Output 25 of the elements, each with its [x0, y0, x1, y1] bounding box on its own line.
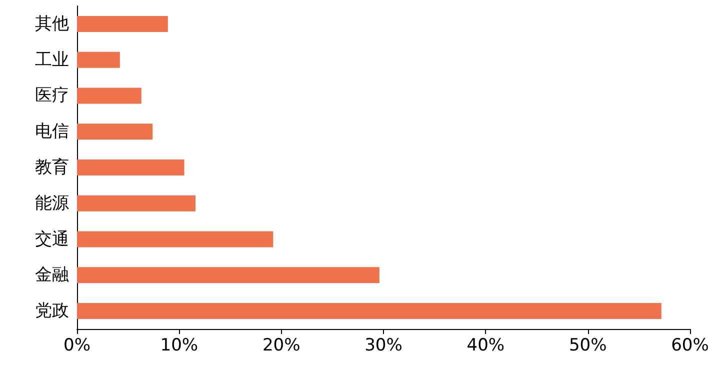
- bar: [77, 16, 168, 32]
- y-tick-label: 电信: [35, 122, 69, 142]
- bar: [77, 88, 142, 104]
- bar: [77, 124, 153, 140]
- bar: [77, 52, 120, 68]
- y-tick-label: 其他: [35, 14, 69, 34]
- y-tick-label: 教育: [35, 158, 69, 178]
- y-tick-label: 工业: [35, 50, 69, 70]
- y-tick-label: 交通: [35, 229, 69, 250]
- x-tick-label: 50%: [568, 336, 607, 356]
- y-tick-label: 医疗: [35, 86, 69, 106]
- x-tick-label: 20%: [262, 336, 300, 356]
- x-tick-label: 0%: [64, 336, 90, 356]
- y-tick-label: 党政: [35, 301, 69, 322]
- y-tick-label: 金融: [35, 265, 69, 286]
- bar: [77, 231, 274, 248]
- x-tick-label: 30%: [364, 336, 402, 356]
- x-tick-label: 40%: [466, 336, 505, 356]
- bar: [77, 267, 380, 284]
- x-tick-label: 60%: [671, 336, 709, 356]
- bar: [77, 303, 662, 320]
- x-tick-label: 10%: [160, 336, 198, 356]
- y-tick-label: 能源: [35, 193, 69, 214]
- bar: [77, 160, 184, 176]
- bar: [77, 195, 196, 212]
